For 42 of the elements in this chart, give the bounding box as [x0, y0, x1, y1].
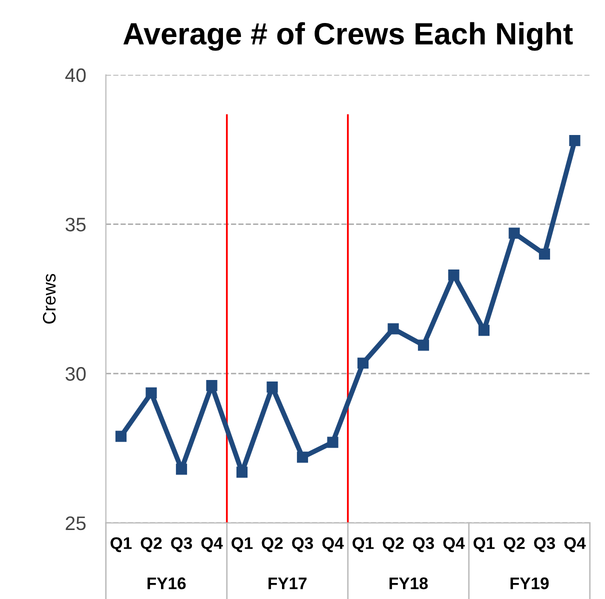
x-tick-label: Q1 [110, 537, 132, 552]
x-tick-label: Q1 [352, 537, 374, 552]
y-tick-label: 25 [66, 516, 86, 530]
point [508, 228, 520, 239]
x-tick-label: Q2 [140, 537, 162, 552]
point [388, 323, 399, 334]
text: FY18 [390, 577, 428, 590]
text: FY17 [268, 578, 307, 590]
point [357, 358, 369, 369]
x-tick-label: Q3 [292, 537, 314, 552]
point [206, 380, 218, 392]
point [418, 340, 430, 351]
point [236, 466, 248, 478]
x-tick-label: Q1 [232, 537, 253, 552]
x-tick-label: Q4 [564, 537, 586, 552]
x-tick-label: Q3 [171, 537, 192, 552]
y-tick-label: 35 [66, 218, 86, 232]
y-tick-label: 30 [66, 367, 86, 381]
point [115, 430, 127, 442]
point [538, 248, 550, 260]
x-tick-label: Q4 [201, 537, 223, 552]
point [266, 381, 278, 393]
point [146, 387, 157, 399]
x-tick-label: Q3 [534, 537, 556, 552]
point [478, 324, 490, 336]
x-tick-label: Q3 [413, 537, 434, 552]
x-tick-label: Q4 [322, 537, 344, 552]
x-tick-label: Q4 [443, 537, 465, 552]
x-tick-label: Q1 [474, 537, 495, 552]
point [569, 135, 580, 146]
point [296, 452, 308, 463]
y-tick-label: 40 [65, 68, 86, 82]
chart-title: Average # of Crews Each Night [123, 22, 573, 51]
text: FY16 [148, 577, 186, 590]
x-tick-label: Q2 [262, 537, 283, 552]
point [176, 464, 188, 475]
point [327, 436, 338, 448]
y-axis-title: Crews [42, 274, 56, 324]
x-tick-label: Q2 [382, 537, 404, 552]
x-tick-label: Q2 [504, 537, 525, 552]
text: FY19 [510, 577, 549, 590]
point [448, 269, 460, 281]
